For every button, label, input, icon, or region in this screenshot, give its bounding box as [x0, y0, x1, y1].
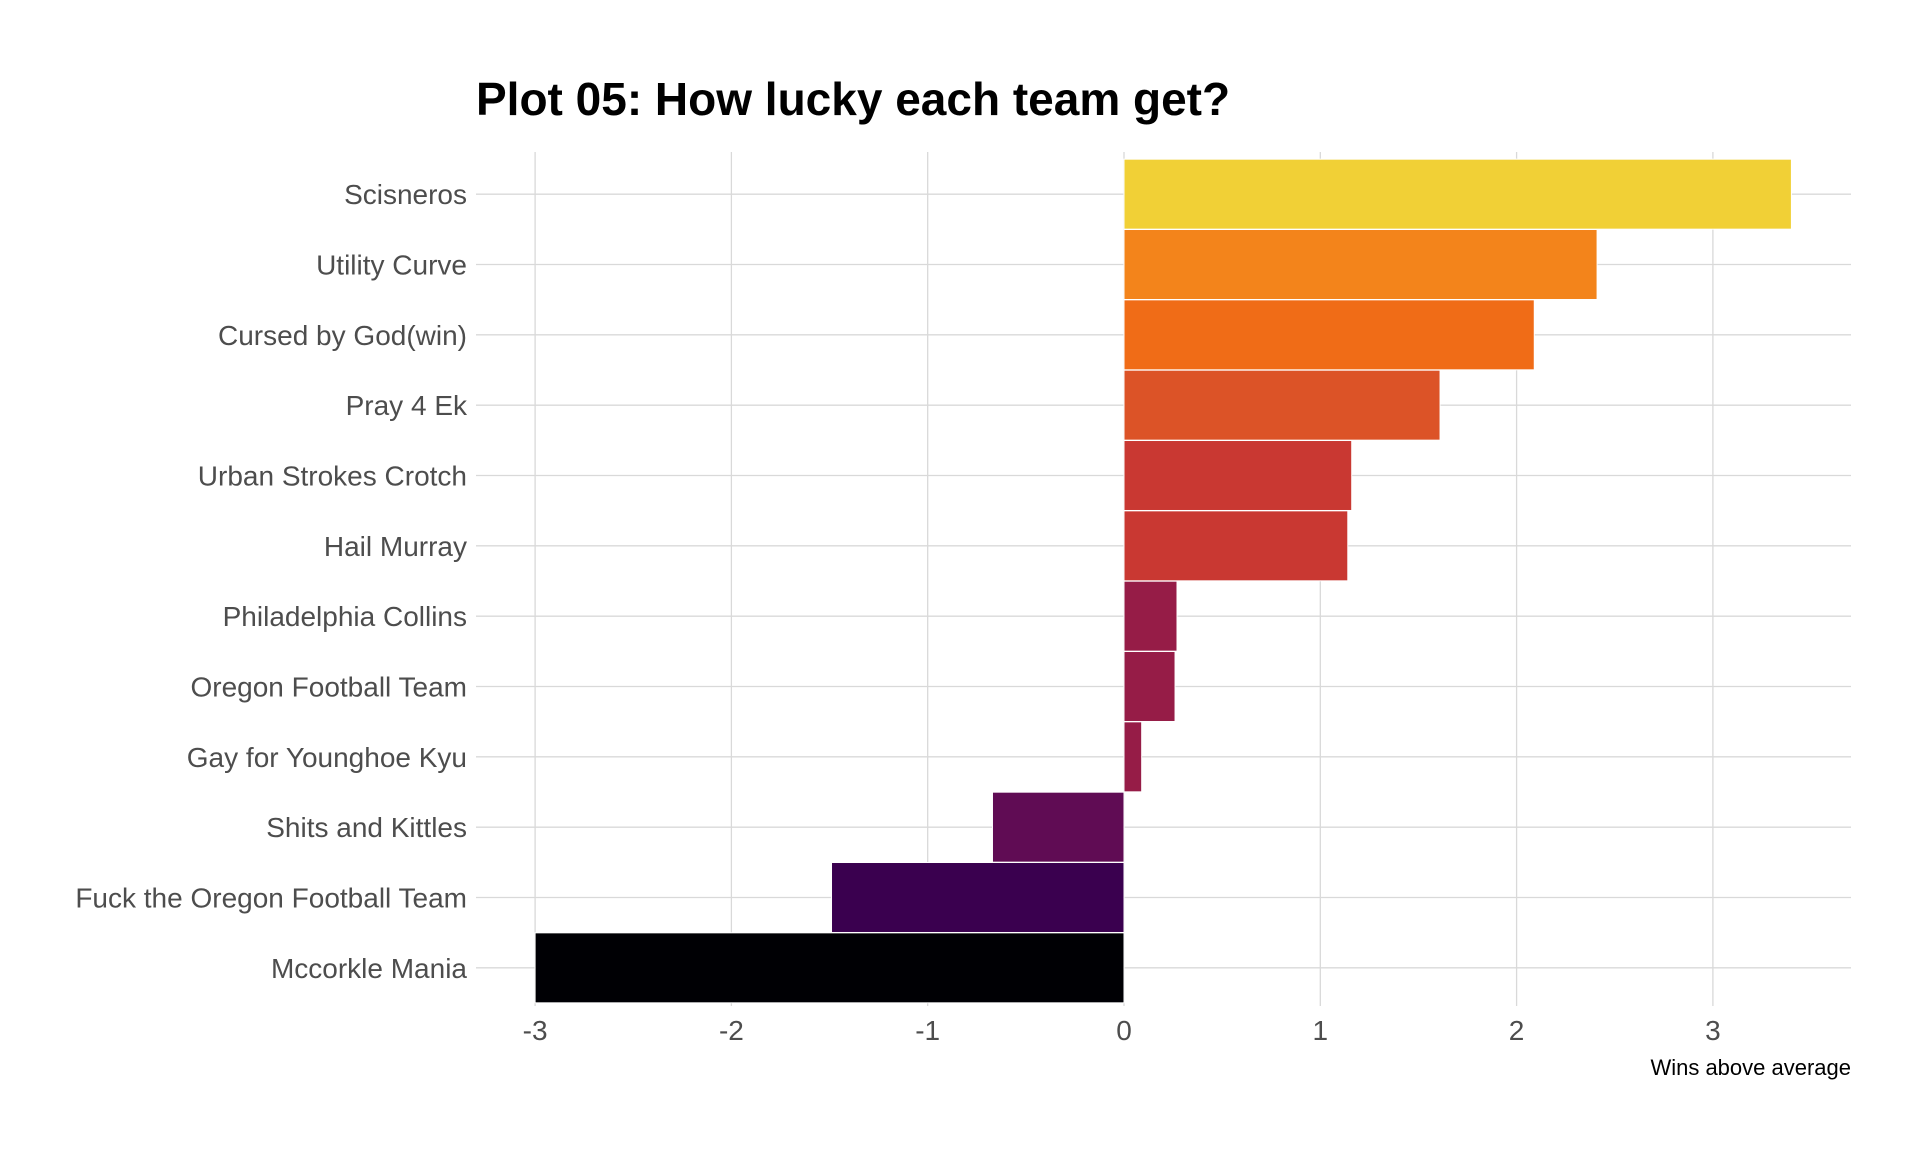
bars	[534, 158, 1792, 1004]
bar	[1123, 580, 1178, 652]
category-label: Hail Murray	[324, 531, 467, 562]
category-label: Fuck the Oregon Football Team	[75, 883, 467, 914]
bar	[1123, 299, 1535, 371]
category-label: Shits and Kittles	[266, 812, 467, 843]
category-label: Pray 4 Ek	[346, 390, 468, 421]
chart-title: Plot 05: How lucky each team get?	[476, 73, 1230, 125]
bar	[1123, 721, 1143, 793]
x-tick-label: 0	[1116, 1015, 1132, 1046]
category-label: Philadelphia Collins	[223, 601, 467, 632]
x-tick-labels: -3 -2 -1 0 1 2 3	[523, 1015, 1721, 1046]
bar	[1123, 369, 1441, 441]
category-label: Mccorkle Mania	[271, 953, 467, 984]
category-label: Scisneros	[344, 179, 467, 210]
category-labels: Scisneros Utility Curve Cursed by God(win)…	[75, 179, 468, 984]
x-tick-label: -1	[915, 1015, 940, 1046]
bar	[534, 932, 1125, 1004]
category-label: Cursed by God(win)	[218, 320, 467, 351]
x-tick-label: 2	[1509, 1015, 1525, 1046]
bar	[1123, 158, 1792, 230]
bar	[1123, 229, 1598, 300]
x-tick-label: 3	[1705, 1015, 1721, 1046]
bar	[991, 791, 1125, 863]
category-label: Urban Strokes Crotch	[198, 461, 467, 492]
category-label: Utility Curve	[316, 250, 467, 281]
x-tick-label: -2	[719, 1015, 744, 1046]
x-tick-label: 1	[1313, 1015, 1329, 1046]
category-label: Oregon Football Team	[190, 672, 467, 703]
bar	[1123, 510, 1349, 582]
bar	[831, 862, 1125, 933]
bar	[1123, 651, 1176, 722]
category-label: Gay for Younghoe Kyu	[187, 742, 467, 773]
x-tick-label: -3	[523, 1015, 548, 1046]
bar	[1123, 440, 1353, 511]
x-axis-label: Wins above average	[1650, 1055, 1851, 1080]
